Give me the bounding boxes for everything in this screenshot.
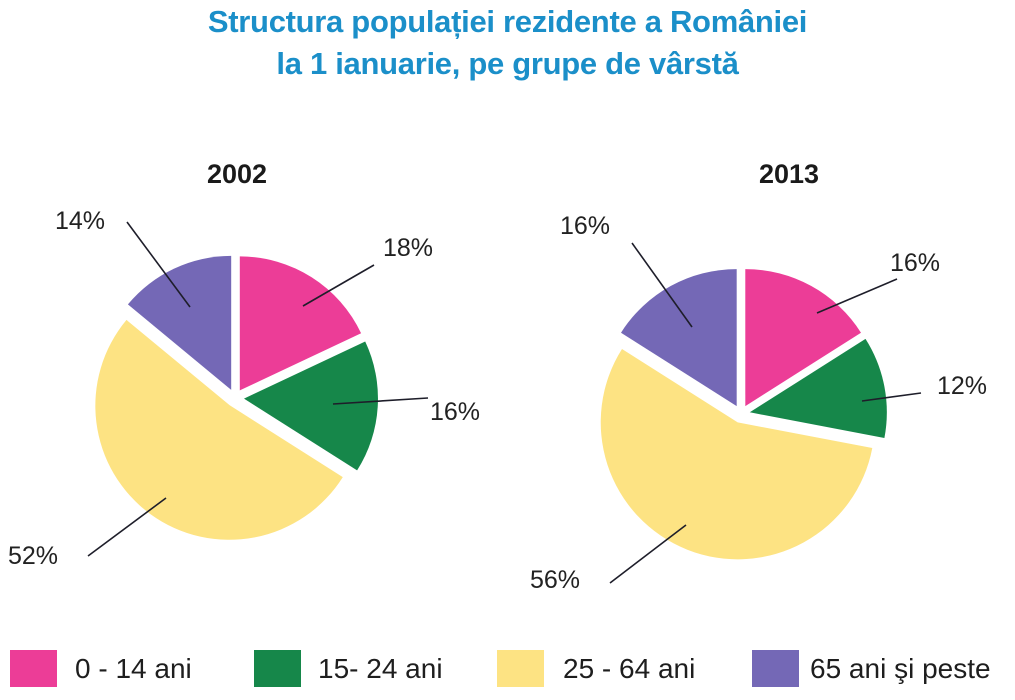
pie-2002-label-0-14: 18% xyxy=(383,234,433,262)
legend-label-15-24: 15- 24 ani xyxy=(318,653,443,684)
pie-2013-slice-65-plus xyxy=(621,269,737,407)
legend-label-65-plus: 65 ani şi peste xyxy=(810,653,991,684)
pie-2013-label-25-64: 56% xyxy=(530,566,580,594)
pie-2002-leader-line-65-plus xyxy=(126,221,191,308)
pie-2002-leader-line-0-14 xyxy=(302,264,375,307)
pie-2002-slice-0-14 xyxy=(239,256,362,391)
pie-2002-leader-line-15-24 xyxy=(332,397,429,405)
pie-2002-leader-line-25-64 xyxy=(87,497,167,557)
pie-2002-slice-15-24 xyxy=(244,341,378,471)
pie-2013-leader-line-0-14 xyxy=(816,278,898,314)
chart-title-line-1: Structura populației rezidente a Românie… xyxy=(207,4,808,39)
pie-chart-2002: 2002 18% 16% 52% 14% xyxy=(8,159,480,570)
pie-2013-label-65-plus: 16% xyxy=(560,212,610,240)
pie-2013-slice-25-64 xyxy=(600,349,873,560)
legend-swatch-65-plus xyxy=(752,650,799,687)
legend: 0 - 14 ani 15- 24 ani 25 - 64 ani 65 ani… xyxy=(0,650,1015,688)
legend-swatch-25-64 xyxy=(497,650,544,687)
pie-2013-leader-line-15-24 xyxy=(861,392,922,402)
pie-chart-2013: 2013 16% 12% 56% 16% xyxy=(530,159,987,594)
pie-2013-slice-15-24 xyxy=(749,338,887,438)
pie-2002-slice-65-plus xyxy=(127,255,232,390)
pie-2013-leader-line-25-64 xyxy=(609,524,687,584)
pie-2013-slice-0-14 xyxy=(745,269,861,407)
legend-label-0-14: 0 - 14 ani xyxy=(75,653,192,684)
pie-2002-label-15-24: 16% xyxy=(430,398,480,426)
legend-swatch-15-24 xyxy=(254,650,301,687)
pie-2013-leader-line-65-plus xyxy=(631,242,693,328)
pie-year-label-2002: 2002 xyxy=(207,159,267,189)
legend-swatch-0-14 xyxy=(10,650,57,687)
pie-2013-label-15-24: 12% xyxy=(937,372,987,400)
pie-2002-slice-25-64 xyxy=(95,319,343,540)
pie-2013-label-0-14: 16% xyxy=(890,249,940,277)
pie-charts: 2002 18% 16% 52% 14% 2013 16% 12% 56% 16… xyxy=(8,159,987,594)
chart-title-line-2: la 1 ianuarie, pe grupe de vârstă xyxy=(276,46,739,81)
pie-2002-label-65-plus: 14% xyxy=(55,207,105,235)
pie-2002-label-25-64: 52% xyxy=(8,542,58,570)
pie-year-label-2013: 2013 xyxy=(759,159,819,189)
legend-label-25-64: 25 - 64 ani xyxy=(563,653,696,684)
